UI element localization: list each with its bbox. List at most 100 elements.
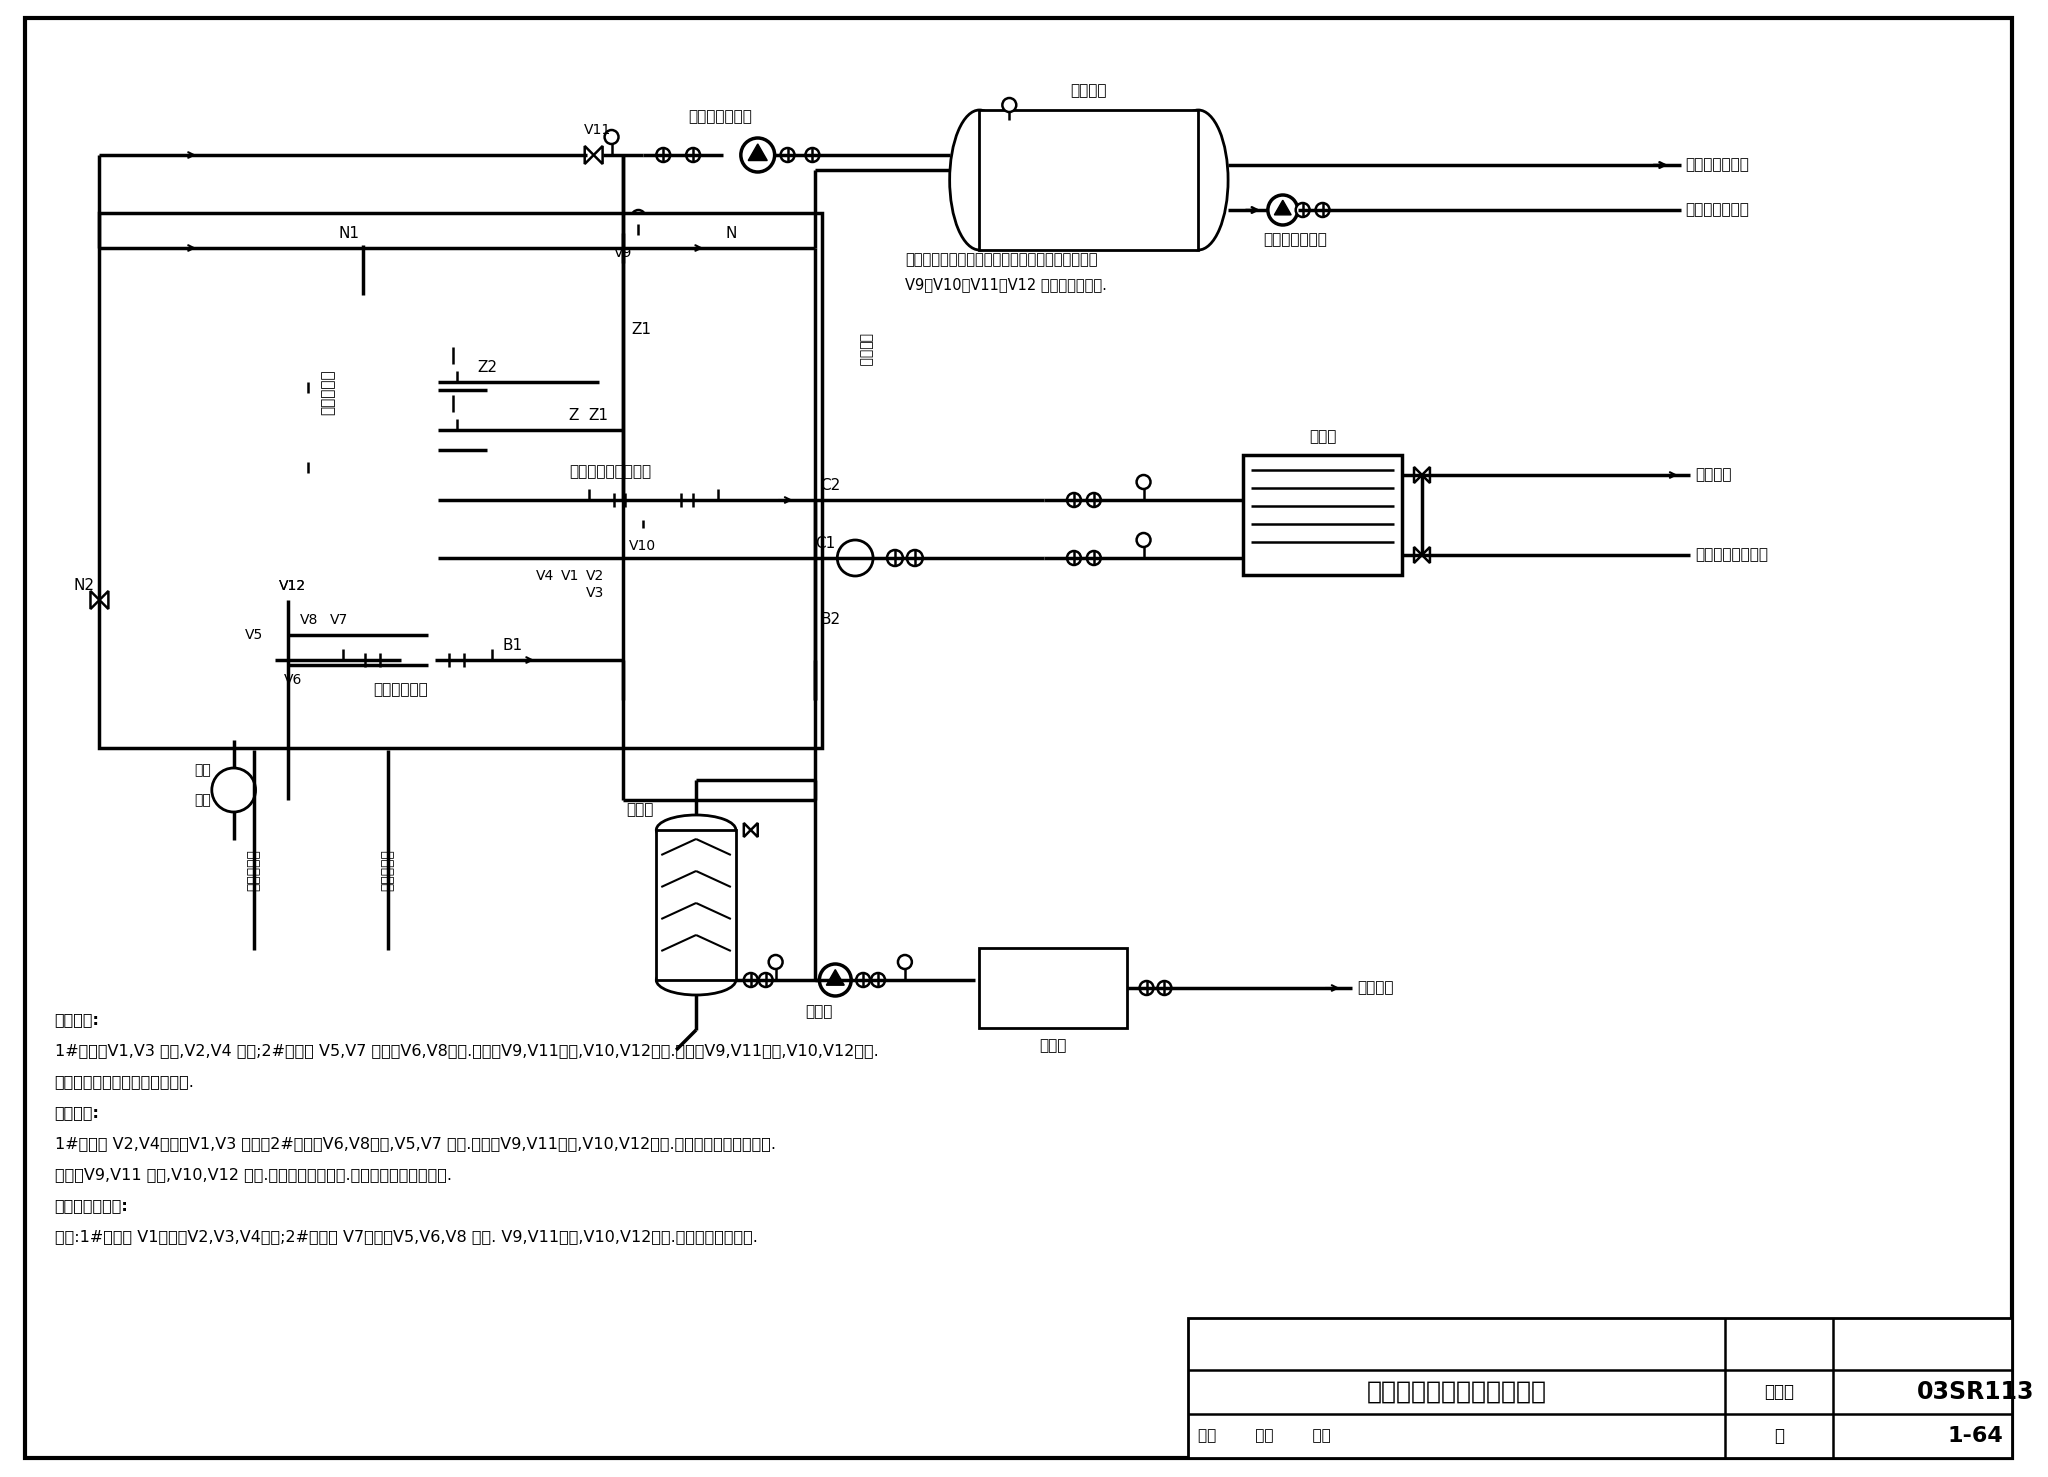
Polygon shape — [1413, 546, 1421, 563]
Polygon shape — [594, 146, 602, 164]
Circle shape — [1157, 981, 1171, 995]
Circle shape — [1067, 551, 1081, 566]
Text: 排污: 排污 — [195, 764, 211, 777]
Polygon shape — [100, 591, 109, 609]
Circle shape — [1087, 493, 1100, 507]
Text: 热水：V9,V11 阀开,V10,V12 阀关.生活热水加热泵开.潜水泵及二次循环泵关.: 热水：V9,V11 阀开,V10,V12 阀关.生活热水加热泵开.潜水泵及二次循… — [55, 1167, 453, 1183]
Circle shape — [887, 549, 903, 566]
Text: 03SR113: 03SR113 — [1917, 1380, 2034, 1405]
Text: 1#阀门组V1,V3 阀开,V2,V4 阀关;2#阀门组 V5,V7 阀开，V6,V8阀关.采暖：V9,V11阀关,V10,V12阀开.热水：V9,V11阀开,: 1#阀门组V1,V3 阀开,V2,V4 阀关;2#阀门组 V5,V7 阀开，V6… — [55, 1043, 879, 1059]
Circle shape — [451, 357, 465, 371]
Polygon shape — [1421, 546, 1430, 563]
Text: 图集号: 图集号 — [1763, 1382, 1794, 1402]
Circle shape — [1067, 493, 1081, 507]
Polygon shape — [1413, 467, 1421, 483]
Circle shape — [604, 130, 618, 143]
Text: V12: V12 — [279, 579, 305, 592]
Text: 能量提升系统循环泵: 能量提升系统循环泵 — [569, 464, 651, 480]
Circle shape — [1315, 202, 1329, 217]
Bar — [375, 346, 432, 440]
Polygon shape — [463, 383, 471, 397]
Circle shape — [741, 137, 774, 171]
Text: 热水:1#阀门组 V1阀开，V2,V3,V4阀关;2#阀门组 V7阀开，V5,V6,V8 阀关. V9,V11阀开,V10,V12阀关.生活热水加热泵开.: 热水:1#阀门组 V1阀开，V2,V3,V4阀关;2#阀门组 V7阀开，V5,V… — [55, 1229, 758, 1245]
Polygon shape — [289, 628, 297, 642]
Polygon shape — [455, 442, 463, 458]
Text: N1: N1 — [338, 226, 358, 242]
Text: 审核        校对        设计: 审核 校对 设计 — [1198, 1428, 1331, 1443]
Text: N2: N2 — [74, 579, 94, 594]
Circle shape — [485, 635, 500, 648]
Text: 生活热水回水管: 生活热水回水管 — [1686, 202, 1749, 217]
Bar — [979, 948, 1126, 1028]
Circle shape — [907, 549, 924, 566]
Text: Z: Z — [569, 409, 580, 424]
Text: Z1: Z1 — [588, 409, 608, 424]
Text: B1: B1 — [502, 638, 522, 653]
Circle shape — [758, 973, 772, 987]
Circle shape — [451, 405, 465, 419]
Bar — [1188, 1317, 2011, 1458]
Text: V10: V10 — [629, 539, 655, 552]
Bar — [100, 213, 823, 747]
Circle shape — [442, 653, 457, 668]
Text: 定压罐: 定压罐 — [627, 802, 653, 817]
Polygon shape — [338, 628, 346, 642]
Polygon shape — [463, 442, 471, 458]
Bar — [979, 109, 1198, 250]
Polygon shape — [594, 575, 602, 591]
Polygon shape — [537, 549, 545, 566]
Text: 接至水井: 接至水井 — [1696, 468, 1733, 483]
Polygon shape — [561, 549, 569, 566]
Text: 冷热源系统热水供应原理图: 冷热源系统热水供应原理图 — [1366, 1380, 1546, 1405]
Text: N: N — [725, 226, 737, 242]
Text: 热水储罐: 热水储罐 — [1071, 83, 1108, 97]
Circle shape — [856, 973, 870, 987]
Text: 1#阀门组 V2,V4阀开，V1,V3 阀关；2#阀门组V6,V8阀开,V5,V7 阀关.制冷：V9,V11阀关,V10,V12阀开.潜水泵及二次循环泵开.: 1#阀门组 V2,V4阀开，V1,V3 阀关；2#阀门组V6,V8阀开,V5,V… — [55, 1136, 776, 1152]
Circle shape — [1268, 195, 1298, 225]
Circle shape — [743, 973, 758, 987]
Text: 接软水管: 接软水管 — [1358, 981, 1395, 995]
Circle shape — [211, 768, 256, 812]
Text: 接末端供水: 接末端供水 — [381, 849, 395, 891]
Ellipse shape — [655, 815, 735, 845]
Text: V7: V7 — [330, 613, 348, 628]
Polygon shape — [614, 518, 623, 538]
Text: V4: V4 — [537, 569, 555, 583]
Circle shape — [336, 635, 350, 648]
Text: 1-64: 1-64 — [1948, 1425, 2003, 1446]
Text: 接末端回水: 接末端回水 — [246, 849, 260, 891]
Polygon shape — [752, 823, 758, 837]
Circle shape — [686, 148, 700, 162]
Text: 换热器: 换热器 — [1309, 430, 1335, 445]
Circle shape — [301, 368, 315, 383]
Text: 冬季工况:: 冬季工况: — [55, 1013, 100, 1028]
Text: C1: C1 — [815, 536, 836, 551]
Text: V5: V5 — [246, 628, 264, 642]
Circle shape — [655, 148, 670, 162]
Text: V6: V6 — [283, 674, 301, 687]
Text: 接水井潜水泵出口: 接水井潜水泵出口 — [1696, 548, 1767, 563]
Polygon shape — [289, 657, 297, 674]
Text: 热水储罐内温包与生活热水加热泵、水井潜水泵、: 热水储罐内温包与生活热水加热泵、水井潜水泵、 — [905, 253, 1098, 267]
Circle shape — [686, 493, 700, 507]
Text: V12: V12 — [279, 579, 305, 592]
Circle shape — [457, 653, 471, 668]
Polygon shape — [594, 549, 602, 566]
Polygon shape — [743, 823, 752, 837]
Circle shape — [401, 642, 434, 676]
Polygon shape — [455, 383, 463, 397]
Bar — [289, 295, 438, 490]
Polygon shape — [825, 969, 844, 985]
Ellipse shape — [655, 964, 735, 995]
Text: Z2: Z2 — [477, 360, 498, 375]
Text: 生活热水循环泵: 生活热水循环泵 — [1264, 232, 1327, 248]
Bar — [1243, 455, 1403, 575]
Text: B2: B2 — [821, 613, 840, 628]
Text: 生活热水加热泵: 生活热水加热泵 — [688, 109, 752, 124]
Polygon shape — [623, 226, 633, 244]
Circle shape — [1001, 97, 1016, 112]
Circle shape — [838, 541, 872, 576]
Circle shape — [1137, 533, 1151, 546]
Ellipse shape — [950, 109, 1010, 250]
Circle shape — [1137, 476, 1151, 489]
